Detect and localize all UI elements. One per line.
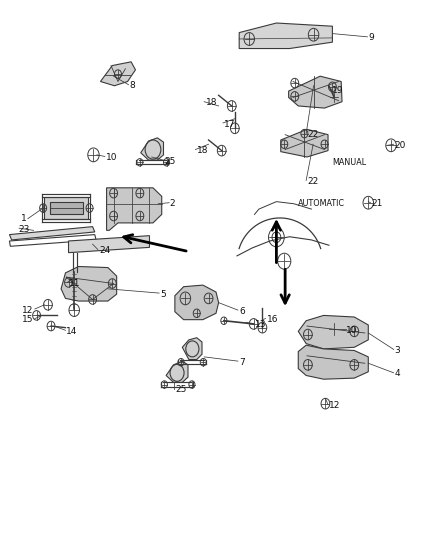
Polygon shape — [297, 345, 367, 379]
Text: 16: 16 — [266, 315, 278, 324]
Text: 25: 25 — [164, 157, 176, 166]
Polygon shape — [166, 361, 187, 382]
Text: 12: 12 — [22, 305, 33, 314]
Text: 18: 18 — [196, 146, 208, 155]
Text: 9: 9 — [367, 34, 373, 43]
Text: MANUAL: MANUAL — [332, 158, 366, 167]
Text: 22: 22 — [306, 130, 318, 139]
Polygon shape — [106, 188, 161, 230]
Text: 21: 21 — [371, 199, 382, 208]
Text: 10: 10 — [346, 326, 357, 335]
Text: 17: 17 — [223, 119, 235, 128]
Polygon shape — [44, 197, 88, 219]
Text: 5: 5 — [160, 289, 166, 298]
Text: 22: 22 — [306, 177, 318, 186]
Text: 6: 6 — [239, 307, 244, 316]
Polygon shape — [49, 201, 83, 214]
Text: 20: 20 — [394, 141, 405, 150]
Polygon shape — [61, 266, 117, 301]
Polygon shape — [141, 138, 163, 160]
Text: 14: 14 — [65, 327, 77, 336]
Text: 8: 8 — [130, 81, 135, 90]
Text: 13: 13 — [254, 320, 265, 329]
Text: 3: 3 — [394, 346, 399, 355]
Text: 23: 23 — [18, 225, 29, 234]
Polygon shape — [288, 76, 341, 108]
Polygon shape — [239, 23, 332, 49]
Text: 2: 2 — [169, 199, 174, 208]
Text: 19: 19 — [332, 85, 343, 94]
Polygon shape — [182, 338, 201, 360]
Polygon shape — [280, 130, 327, 157]
Polygon shape — [297, 316, 367, 349]
Text: 18: 18 — [205, 98, 216, 107]
Text: AUTOMATIC: AUTOMATIC — [297, 199, 344, 208]
Text: 4: 4 — [394, 369, 399, 378]
Polygon shape — [100, 62, 135, 86]
Text: 25: 25 — [174, 385, 186, 394]
Text: 1: 1 — [21, 214, 27, 223]
Polygon shape — [174, 285, 218, 320]
Text: 12: 12 — [328, 401, 339, 410]
Text: 7: 7 — [239, 358, 244, 367]
Text: 10: 10 — [106, 153, 117, 162]
Text: 11: 11 — [68, 279, 80, 288]
Polygon shape — [68, 236, 149, 253]
Text: 24: 24 — [99, 246, 110, 255]
Polygon shape — [10, 227, 95, 240]
Text: 15: 15 — [22, 315, 33, 324]
